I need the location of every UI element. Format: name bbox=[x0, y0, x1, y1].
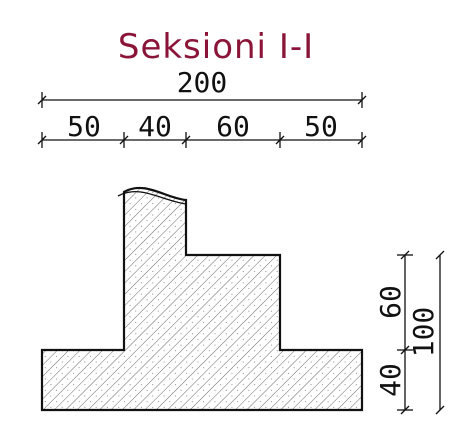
total-height-label: 100 bbox=[407, 307, 440, 358]
vertical-dimension-total: 100 bbox=[407, 250, 445, 415]
vertical-dimension-inner: 60 40 bbox=[374, 250, 413, 415]
segment-dimensions: 50 40 60 50 bbox=[37, 110, 367, 148]
upper-height-label: 60 bbox=[374, 285, 407, 319]
drawing-title: Seksioni I-I bbox=[118, 27, 314, 67]
overall-width-label: 200 bbox=[177, 66, 228, 99]
overall-width-dimension: 200 bbox=[37, 66, 367, 108]
segment-label-3: 60 bbox=[216, 110, 250, 143]
segment-label-2: 40 bbox=[138, 110, 172, 143]
lower-height-label: 40 bbox=[374, 363, 407, 397]
segment-label-1: 50 bbox=[67, 110, 101, 143]
segment-label-4: 50 bbox=[304, 110, 338, 143]
cross-section-shape bbox=[40, 186, 364, 412]
